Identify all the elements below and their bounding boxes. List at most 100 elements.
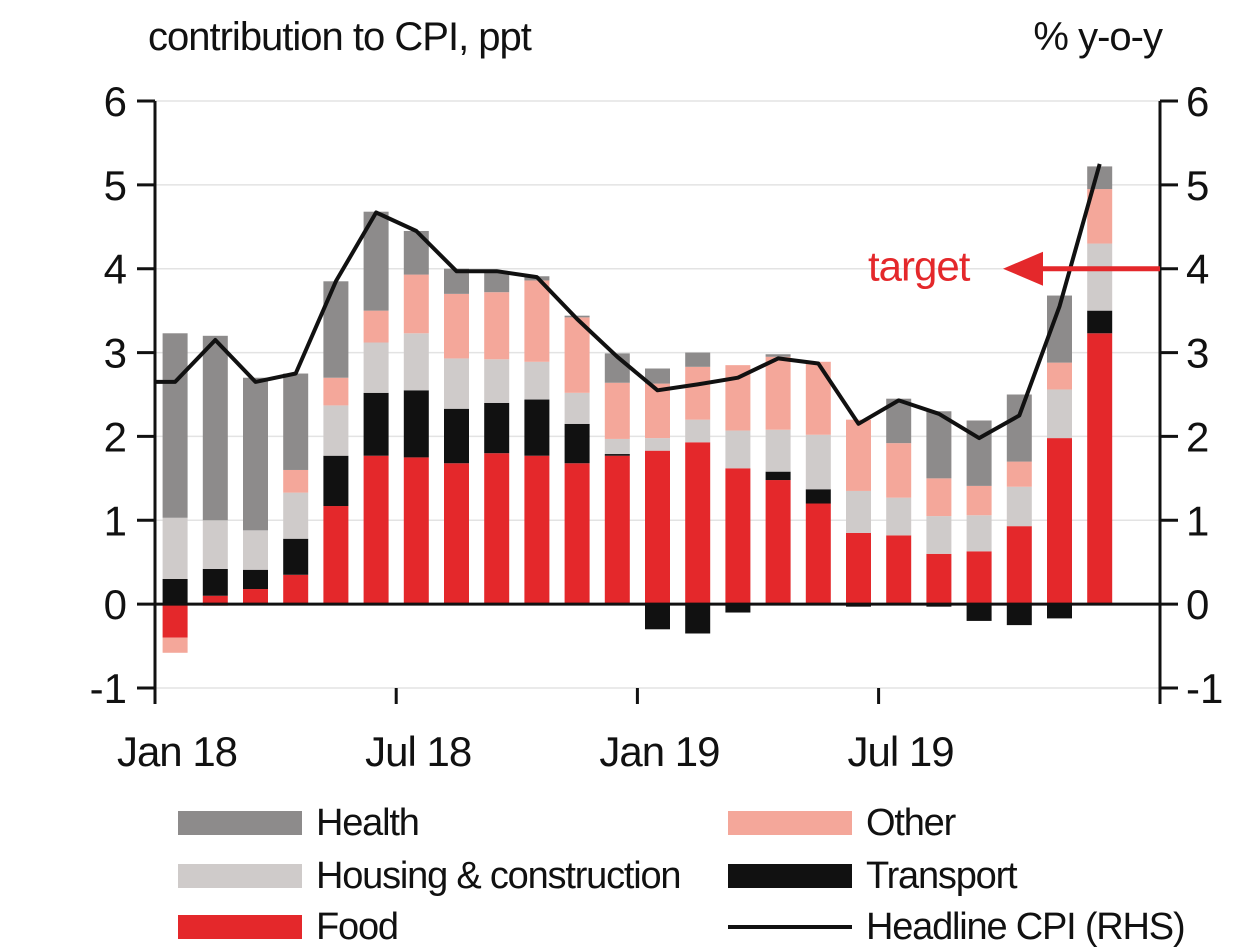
right-y-tick-label: 4 <box>1186 246 1209 293</box>
left-y-tick-label: 2 <box>104 413 127 460</box>
bar-transport <box>403 390 429 458</box>
bar-other <box>645 383 670 439</box>
bar-other <box>363 310 389 343</box>
bar-food <box>725 468 751 605</box>
left-y-tick-label: -1 <box>90 665 127 712</box>
left-y-tick-label: 4 <box>104 246 127 293</box>
bar-food <box>1006 526 1032 605</box>
x-tick-label: Jul 18 <box>365 728 471 775</box>
bar-transport <box>685 604 711 634</box>
bar-housing <box>162 517 188 579</box>
bar-transport <box>484 402 510 454</box>
bar-housing <box>765 429 791 472</box>
bar-health <box>926 411 952 479</box>
bar-health <box>243 377 268 531</box>
bar-housing <box>966 515 992 552</box>
bar-food <box>846 532 871 605</box>
bar-food <box>1047 438 1072 605</box>
bar-housing <box>444 358 469 409</box>
bar-food <box>966 551 992 605</box>
bar-food <box>484 453 510 605</box>
bar-housing <box>403 333 429 391</box>
left-y-tick-label: 6 <box>104 78 127 125</box>
bar-housing <box>725 430 751 469</box>
right-axis-title: % y-o-y <box>1033 15 1163 59</box>
left-y-tick-label: 0 <box>104 581 127 628</box>
x-tick-label: Jul 19 <box>848 728 954 775</box>
bar-food <box>283 574 309 605</box>
bar-other <box>966 485 992 516</box>
x-tick-label: Jan 19 <box>599 728 719 775</box>
bar-housing <box>564 392 590 424</box>
right-y-tick-label: 0 <box>1186 581 1209 628</box>
bar-health <box>162 333 188 518</box>
target-arrow-head <box>1003 251 1043 286</box>
bar-food <box>403 457 429 605</box>
bar-housing <box>323 405 349 456</box>
bar-other <box>685 366 711 420</box>
target-annotation: target <box>868 243 1160 290</box>
bar-housing <box>685 419 711 443</box>
bar-transport <box>202 568 228 596</box>
bar-health <box>685 352 711 367</box>
bar-other <box>765 356 791 430</box>
bar-housing <box>1006 486 1032 527</box>
bar-transport <box>323 455 349 507</box>
right-y-tick-label: 1 <box>1186 497 1209 544</box>
bar-other <box>1006 461 1032 487</box>
bar-transport <box>725 604 751 613</box>
bar-other <box>524 280 550 362</box>
right-y-tick-label: 5 <box>1186 162 1209 209</box>
right-y-tick-label: 6 <box>1186 78 1209 125</box>
axes: -1 -1 0 0 1 1 2 2 3 3 4 4 5 5 6 6 Jan 18 Jul 18 Jan 19 Jul … <box>90 78 1224 775</box>
bar-food <box>604 455 630 605</box>
bar-housing <box>202 520 228 569</box>
bar-other <box>604 382 630 439</box>
bar-other <box>444 293 469 359</box>
bar-housing <box>363 342 389 393</box>
bar-transport <box>765 471 791 481</box>
right-y-tick-label: 3 <box>1186 330 1209 377</box>
bar-housing <box>886 497 912 536</box>
bar-food <box>243 589 268 605</box>
left-y-tick-label: 3 <box>104 330 127 377</box>
bar-housing <box>484 359 510 403</box>
bar-health <box>645 368 670 384</box>
bar-housing <box>524 361 550 400</box>
bar-other <box>926 478 952 517</box>
bar-housing <box>805 434 831 490</box>
bar-other <box>564 317 590 393</box>
bar-transport <box>162 578 188 605</box>
bar-food <box>564 463 590 605</box>
bar-transport <box>1087 310 1113 334</box>
bar-transport <box>1047 604 1072 619</box>
bar-transport <box>444 408 469 464</box>
bar-transport <box>604 454 630 456</box>
bar-transport <box>1006 604 1032 626</box>
bar-housing <box>604 438 630 455</box>
bar-other <box>886 443 912 498</box>
left-y-tick-label: 5 <box>104 162 127 209</box>
bar-food <box>645 450 670 605</box>
bar-transport <box>363 392 389 456</box>
bar-transport <box>645 604 670 630</box>
bar-food <box>363 455 389 605</box>
bar-health <box>484 272 510 293</box>
bar-housing <box>645 438 670 451</box>
bar-housing <box>283 492 309 539</box>
bar-transport <box>524 399 550 456</box>
bar-housing <box>1047 389 1072 439</box>
bar-housing <box>846 490 871 533</box>
bar-food <box>524 455 550 605</box>
bar-food <box>162 604 188 638</box>
bar-food <box>323 506 349 605</box>
bar-housing <box>926 516 952 554</box>
bar-food <box>886 535 912 605</box>
left-axis-title: contribution to CPI, ppt <box>148 15 532 59</box>
bar-food <box>685 442 711 605</box>
bar-food <box>765 480 791 605</box>
bar-food <box>926 553 952 605</box>
headline-cpi-line <box>155 163 1102 441</box>
left-y-tick-label: 1 <box>104 497 127 544</box>
bar-other <box>846 419 871 491</box>
